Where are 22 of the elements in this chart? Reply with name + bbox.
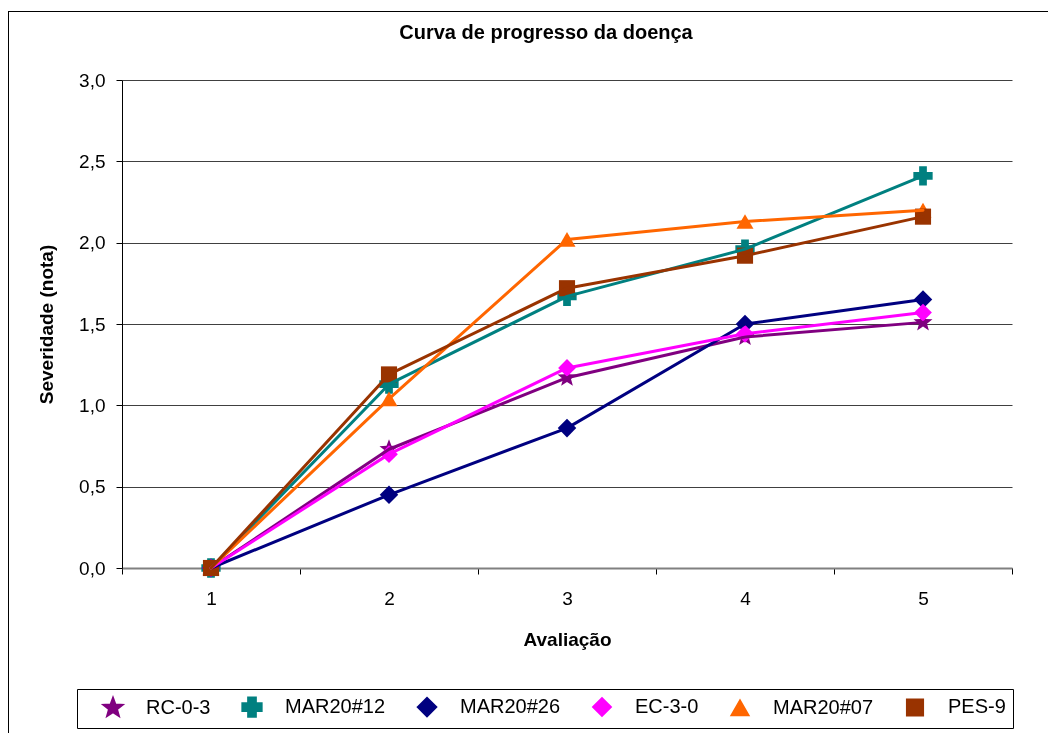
legend-label: RC-0-3 — [146, 695, 211, 718]
x-tick-label: 4 — [740, 587, 752, 609]
y-tick-label: 3,0 — [79, 69, 106, 91]
point — [913, 166, 933, 186]
y-tick-label: 2,5 — [79, 150, 106, 172]
y-axis-title: Severidade (nota) — [36, 244, 58, 405]
x-tick-label: 1 — [206, 587, 217, 609]
y-tick-label: 1,0 — [79, 394, 106, 416]
legend-label: EC-3-0 — [635, 695, 699, 718]
x-tick-label: 3 — [562, 587, 573, 609]
y-tick-label: 0,0 — [79, 557, 106, 579]
x-tick-label: 2 — [384, 587, 395, 609]
legend-label: PES-9 — [948, 695, 1006, 718]
chart-title: Curva de progresso da doença — [399, 21, 694, 43]
x-tick-label: 5 — [918, 587, 929, 609]
y-tick-label: 2,0 — [79, 232, 106, 254]
y-tick-label: 1,5 — [79, 313, 106, 335]
legend-label: MAR20#07 — [773, 695, 874, 718]
x-axis-title: Avaliação — [523, 628, 612, 650]
y-tick-label: 0,5 — [79, 476, 106, 498]
legend-label: MAR20#26 — [460, 695, 561, 718]
legend-label: MAR20#12 — [285, 695, 386, 718]
